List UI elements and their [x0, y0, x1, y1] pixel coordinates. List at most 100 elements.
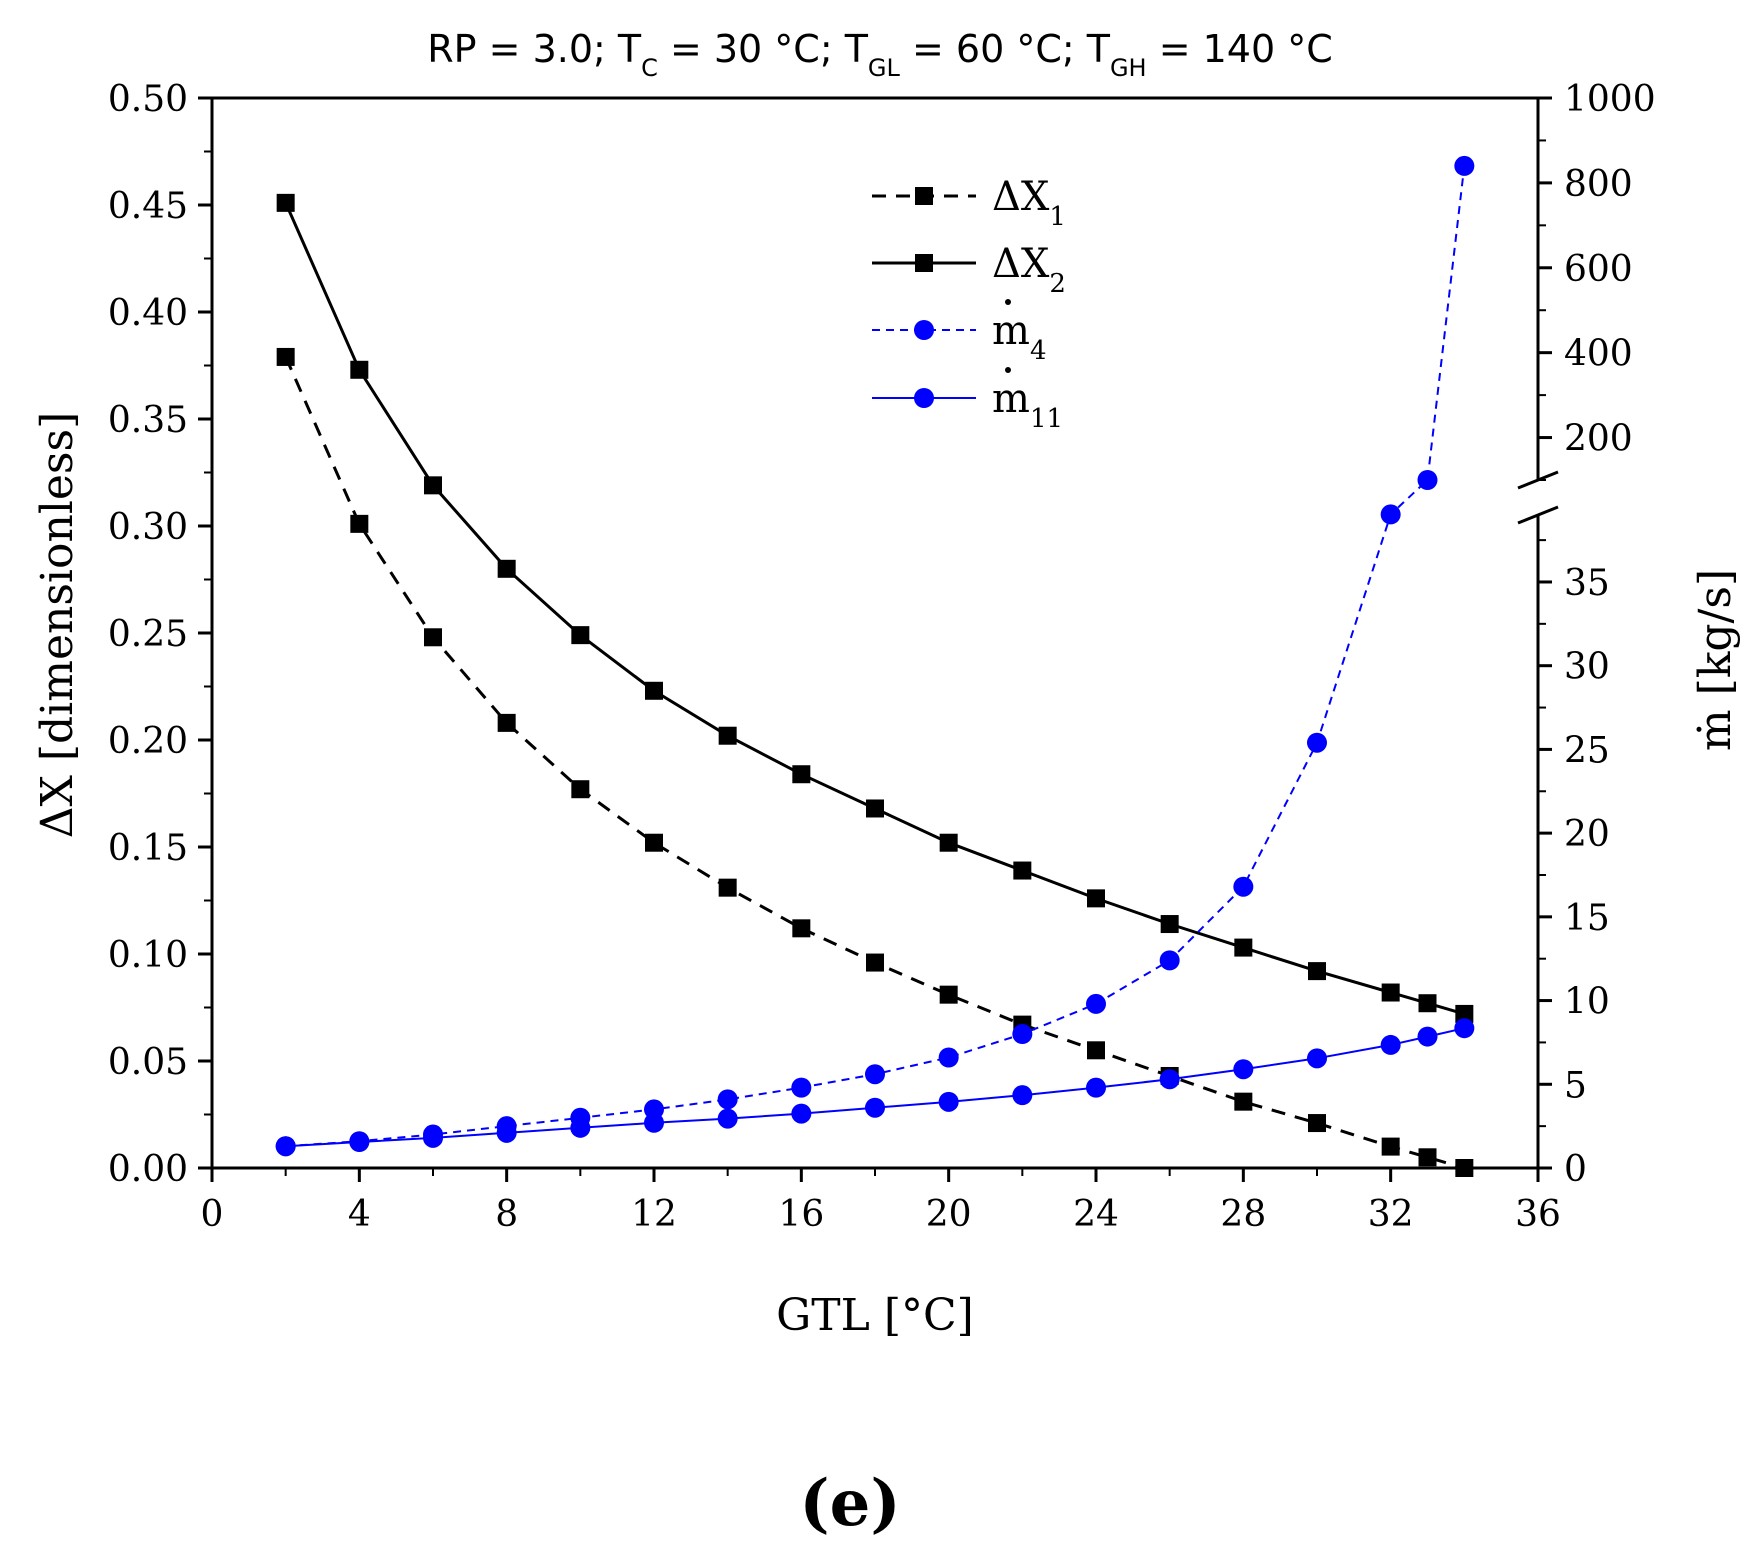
data-point-square	[1013, 861, 1032, 880]
legend-label-sub: 2	[1049, 269, 1066, 299]
right-y-tick-label: 800	[1564, 164, 1633, 205]
data-point-circle	[1307, 732, 1327, 753]
data-point-circle	[1454, 1018, 1475, 1039]
data-point-square	[939, 833, 958, 852]
title-subscript: GL	[868, 54, 901, 82]
right-y-tick-label: 600	[1564, 249, 1633, 290]
right-y-tick-label: 400	[1564, 334, 1633, 375]
data-point-square	[792, 919, 811, 938]
x-axis-label: GTL [°C]	[776, 1290, 974, 1341]
series-line	[284, 356, 1465, 1170]
left-y-tick-label: 0.05	[108, 1042, 188, 1083]
legend-label-main: ΔX	[992, 174, 1050, 220]
data-point-square	[1234, 938, 1253, 957]
legend-label: ΔX2	[992, 241, 1066, 299]
title-subscript: C	[641, 54, 658, 82]
left-y-axis-label: ΔX [dimensionless]	[32, 412, 83, 839]
data-point-circle	[1233, 876, 1254, 897]
data-point-circle	[1307, 1048, 1327, 1069]
right-y-axis-label: ṁ [kg/s]	[1690, 569, 1741, 751]
data-point-square	[497, 559, 516, 578]
data-point-square	[792, 765, 811, 784]
data-point-circle	[570, 1117, 591, 1138]
data-point-square	[645, 681, 663, 700]
right-y-tick-label: 20	[1564, 814, 1610, 855]
right-y-tick-label: 200	[1564, 419, 1633, 460]
data-point-circle	[791, 1103, 812, 1124]
data-point-square	[1160, 915, 1179, 934]
data-point-square	[645, 833, 663, 852]
data-point-square	[497, 713, 516, 732]
legend-label-sub: 4	[1030, 336, 1047, 366]
series-ΔX1	[276, 347, 1474, 1177]
legend-item: m4	[872, 299, 1046, 366]
data-point-circle	[1233, 1059, 1254, 1080]
left-y-tick-label: 0.15	[108, 828, 188, 869]
x-tick-label: 24	[1073, 1194, 1119, 1235]
legend-dot-accent	[1005, 299, 1011, 305]
x-tick-label: 0	[201, 1194, 224, 1235]
data-point-square	[866, 953, 884, 972]
series-ṁ11	[275, 1018, 1475, 1157]
right-y-tick-label: 35	[1564, 563, 1610, 604]
chart-title-text: RP = 3.0; TC = 30 °C; TGL = 60 °C; TGH =…	[427, 27, 1333, 82]
legend-dot-accent	[1005, 367, 1011, 373]
data-point-circle	[644, 1112, 664, 1133]
data-point-circle	[717, 1089, 738, 1110]
data-point-circle	[496, 1122, 517, 1143]
data-point-square	[276, 347, 295, 366]
data-point-square	[1087, 1041, 1105, 1060]
data-point-square	[424, 476, 442, 495]
left-y-tick-label: 0.45	[108, 186, 188, 227]
data-point-square	[1418, 1148, 1437, 1167]
data-point-square	[939, 985, 958, 1004]
right-y-tick-label: 25	[1564, 730, 1610, 771]
right-y-tick-label: 30	[1564, 647, 1610, 688]
data-point-square	[1308, 962, 1326, 981]
left-y-tick-label: 0.20	[108, 721, 188, 762]
legend-label: m11	[992, 376, 1063, 434]
data-point-circle	[1380, 1034, 1401, 1055]
axis-break-mark-lower	[1517, 505, 1559, 525]
data-point-square	[718, 878, 737, 897]
series-line	[285, 165, 1466, 1148]
data-point-circle	[1012, 1085, 1033, 1106]
x-tick-label: 4	[348, 1194, 371, 1235]
data-point-circle	[938, 1047, 959, 1068]
data-point-circle	[1159, 1069, 1180, 1090]
legend-label-main: ΔX	[992, 241, 1050, 287]
plot-axes	[210, 96, 1559, 1170]
x-tick-label: 32	[1368, 1194, 1414, 1235]
panel-label: (e)	[799, 1466, 900, 1541]
data-point-square	[1308, 1114, 1326, 1133]
data-point-square	[1455, 1004, 1474, 1023]
title-part: = 140 °C	[1147, 27, 1333, 71]
legend-label-main: m	[992, 308, 1030, 354]
data-point-square	[350, 514, 369, 533]
data-point-circle	[1417, 470, 1438, 490]
legend-marker-square	[915, 254, 933, 272]
data-point-square	[276, 193, 295, 212]
legend-label-sub: 11	[1030, 404, 1063, 434]
right-y-tick-label: 1000	[1564, 79, 1656, 120]
x-tick-label: 12	[631, 1194, 677, 1235]
series-ṁ4	[275, 155, 1475, 1157]
legend-item: m11	[872, 367, 1063, 434]
right-y-tick-label: 10	[1564, 982, 1610, 1023]
data-point-circle	[1380, 504, 1401, 525]
legend-label-sub: 1	[1049, 202, 1066, 232]
data-point-circle	[717, 1108, 738, 1129]
x-tick-label: 36	[1515, 1194, 1561, 1235]
legend-label: ΔX1	[992, 174, 1066, 232]
data-point-square	[1455, 1159, 1474, 1177]
legend-marker-circle	[914, 388, 934, 408]
data-point-circle	[865, 1064, 885, 1085]
left-y-tick-label: 0.25	[108, 614, 188, 655]
data-point-square	[350, 360, 369, 379]
legend-marker-circle	[914, 320, 934, 340]
x-tick-label: 20	[926, 1194, 972, 1235]
data-point-circle	[791, 1077, 812, 1098]
legend-marker-square	[915, 187, 933, 205]
